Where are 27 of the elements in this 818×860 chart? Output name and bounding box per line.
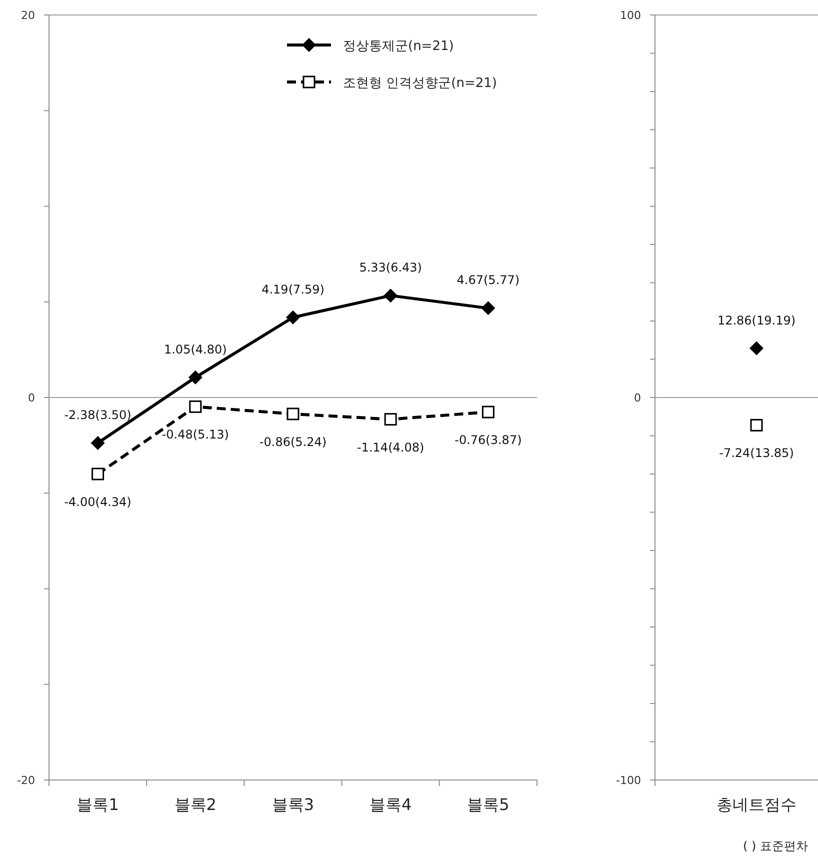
y-tick-label: -20 xyxy=(17,774,35,787)
data-label: -1.14(4.08) xyxy=(357,440,424,454)
y-tick-label: 20 xyxy=(21,9,35,22)
legend-label: 조현형 인격성향군(n=21) xyxy=(343,76,497,91)
x-tick-label: 블록1 xyxy=(76,795,119,814)
data-label: 4.19(7.59) xyxy=(262,282,324,296)
data-label: -0.48(5.13) xyxy=(162,428,229,442)
x-tick-label: 블록2 xyxy=(174,795,216,814)
x-tick-label: 블록3 xyxy=(272,795,314,814)
data-label: -2.38(3.50) xyxy=(64,408,132,422)
data-label: -0.86(5.24) xyxy=(259,434,327,449)
data-label: -7.24(13.85) xyxy=(719,446,794,460)
data-label: 5.33(6.43) xyxy=(359,260,422,275)
x-tick-label: 총네트점수 xyxy=(716,795,796,814)
x-tick-label: 블록4 xyxy=(370,795,412,814)
data-label: 12.86(19.19) xyxy=(717,313,796,328)
data-label: 4.67(5.77) xyxy=(456,273,520,288)
data-label: -0.76(3.87) xyxy=(454,433,522,448)
y-tick-label: 100 xyxy=(620,9,641,22)
legend-label: 정상통제군(n=21) xyxy=(343,39,454,54)
data-label: -4.00(4.34) xyxy=(64,495,132,509)
data-label: 1.05(4.80) xyxy=(164,342,227,356)
y-tick-label: 0 xyxy=(28,392,35,404)
x-tick-label: 블록5 xyxy=(467,795,510,814)
y-tick-label: 0 xyxy=(634,392,641,404)
y-tick-label: -100 xyxy=(616,774,641,787)
text: ( ) 표준편차 xyxy=(743,839,808,853)
